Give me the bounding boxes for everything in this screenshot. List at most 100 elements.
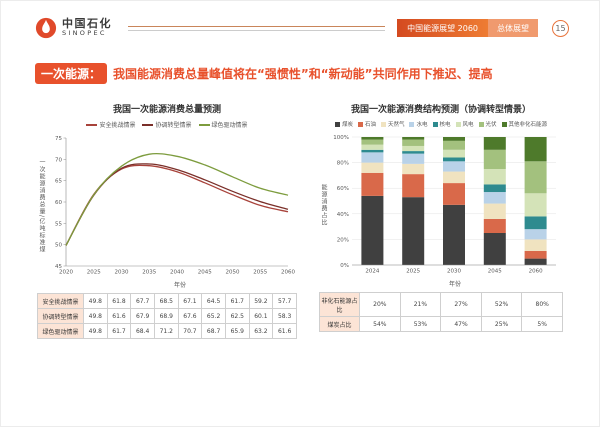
legend-label: 核电: [439, 122, 451, 128]
logo-name-cn: 中国石化: [62, 16, 112, 30]
svg-text:70: 70: [55, 157, 62, 163]
banner-section: 总体展望: [488, 19, 538, 37]
svg-text:2040: 2040: [170, 270, 184, 276]
legend-item: 风电: [455, 120, 474, 128]
table-row: 煤炭占比 54% 53% 47% 25% 5%: [319, 316, 563, 332]
cell-value: 57.7: [272, 293, 297, 309]
logo-name-en: SINOPEC: [62, 29, 107, 38]
legend-swatch: [142, 123, 154, 126]
cell-value: 59.2: [248, 293, 274, 309]
table-row: 安全挑战情景 49.8 61.8 67.7 68.5 67.1 64.5 61.7 59.2 57…: [37, 293, 297, 309]
legend-label: 绿色驱动情景: [211, 122, 248, 129]
header-banner: 中国能源展望 2060 总体展望: [397, 19, 538, 37]
legend-label: 其他非化石能源: [508, 122, 548, 128]
legend-item: 煤炭: [334, 120, 353, 128]
decorative-line-top: [128, 25, 386, 27]
legend-label: 光伏: [485, 122, 497, 128]
table-row: 非化石能源占比 20% 21% 27% 52% 80%: [319, 292, 563, 317]
bar-chart-title: 我国一次能源消费结构预测（协调转型情景）: [350, 105, 531, 115]
cell-value: 63.2: [248, 323, 274, 339]
svg-text:2055: 2055: [253, 270, 267, 276]
page-title: 我国能源消费总量峰值将在“强惯性”和“新动能”共同作用下推迟、提高: [113, 67, 493, 81]
cell-value: 65.2: [201, 308, 226, 324]
total-consumption-panel: 我国一次能源消费总量预测 安全挑战情景 协调转型情景 绿色驱动情景 一次能源消费总量…: [37, 102, 297, 339]
bar-chart-y-axis-label: 能源消费占比: [320, 184, 327, 226]
line-chart-area: 一次能源消费总量/亿吨标准煤 45 50 55 60 65 70 75 2020 2025 203…: [37, 132, 297, 280]
sinopec-logo: 中国石化 SINOPEC: [35, 17, 112, 39]
row-label: 非化石能源占比: [319, 292, 360, 317]
content: 我国一次能源消费总量预测 安全挑战情景 协调转型情景 绿色驱动情景 一次能源消费总量…: [1, 102, 599, 339]
svg-text:2060: 2060: [281, 270, 295, 276]
cell-value: 62.5: [224, 308, 250, 324]
legend-label: 协调转型情景: [155, 122, 192, 129]
stacked-bar-chart: 0% 20% 40% 60% 80% 100% 2024 2025 2030 2045 2060: [333, 135, 556, 275]
line-chart-title: 我国一次能源消费总量预测: [112, 105, 221, 115]
line-chart: 45 50 55 60 65 70 75 2020 2025 2030 2035 2040 2045 20…: [55, 136, 295, 276]
cell-value: 68.9: [153, 308, 179, 324]
svg-text:2025: 2025: [87, 270, 101, 276]
table-row: 绿色驱动情景 49.8 61.7 68.4 71.2 70.7 68.7 65.9 63.2 61…: [37, 323, 297, 339]
legend-item: 石油: [357, 120, 376, 128]
legend-swatch: [380, 121, 386, 127]
line-chart-legend: 安全挑战情景 协调转型情景 绿色驱动情景: [37, 120, 297, 129]
cell-value: 68.5: [153, 293, 179, 309]
cell-value: 67.6: [177, 308, 203, 324]
cell-value: 47%: [440, 316, 482, 332]
header: 中国石化 SINOPEC 中国能源展望 2060 总体展望 15: [1, 1, 599, 39]
legend-item: 其他非化石能源: [501, 120, 548, 128]
svg-text:2035: 2035: [142, 270, 156, 276]
cell-value: 61.7: [106, 323, 132, 339]
cell-value: 80%: [521, 292, 563, 317]
svg-text:0%: 0%: [340, 263, 349, 269]
legend-swatch: [357, 121, 363, 127]
cell-value: 70.7: [177, 323, 203, 339]
legend-item: 水电: [409, 120, 428, 128]
legend-label: 安全挑战情景: [99, 122, 136, 129]
svg-text:2025: 2025: [406, 269, 420, 275]
cell-value: 54%: [359, 316, 401, 332]
bar-chart-x-axis-label: 年份: [448, 281, 461, 288]
svg-text:75: 75: [55, 136, 62, 142]
legend-swatch: [455, 121, 461, 127]
cell-value: 52%: [480, 292, 523, 317]
cell-value: 25%: [480, 316, 523, 332]
cell-value: 20%: [359, 292, 401, 317]
structure-panel: 我国一次能源消费结构预测（协调转型情景） 煤炭 石油 天然气 水电 核电 风电 光伏 其他非化…: [319, 102, 563, 339]
legend-item: 安全挑战情景: [86, 120, 135, 129]
cell-value: 61.6: [272, 323, 297, 339]
legend-item: 天然气: [380, 120, 404, 128]
legend-swatch: [478, 121, 484, 127]
legend-swatch: [409, 121, 415, 127]
cell-value: 64.5: [201, 293, 226, 309]
cell-value: 60.1: [248, 308, 274, 324]
table-row: 协调转型情景 49.8 61.6 67.9 68.9 67.6 65.2 62.5 60.1 58…: [37, 308, 297, 324]
decorative-lines: [128, 25, 386, 31]
row-label: 安全挑战情景: [37, 293, 84, 309]
svg-text:60: 60: [55, 200, 62, 206]
svg-text:80%: 80%: [337, 161, 349, 167]
bar-chart-area: 能源消费占比 0% 20% 40% 60% 80% 100% 2024 2025 2030 204…: [319, 131, 563, 279]
svg-text:2050: 2050: [226, 270, 240, 276]
cell-value: 61.6: [106, 308, 132, 324]
svg-text:65: 65: [55, 179, 62, 185]
legend-swatch: [432, 121, 438, 127]
cell-value: 49.8: [83, 293, 108, 309]
cell-value: 61.8: [106, 293, 132, 309]
legend-item: 光伏: [478, 120, 497, 128]
cell-value: 67.1: [177, 293, 203, 309]
headline: 一次能源： 我国能源消费总量峰值将在“强惯性”和“新动能”共同作用下推迟、提高: [1, 63, 599, 84]
svg-text:2024: 2024: [365, 269, 379, 275]
svg-text:2060: 2060: [529, 269, 543, 275]
sinopec-logo-icon: [35, 17, 57, 39]
svg-text:2020: 2020: [59, 270, 73, 276]
svg-text:2030: 2030: [115, 270, 129, 276]
legend-label: 煤炭: [341, 122, 353, 128]
banner-title: 中国能源展望 2060: [397, 19, 488, 37]
svg-text:40%: 40%: [337, 212, 349, 218]
logo-text: 中国石化 SINOPEC: [62, 16, 112, 38]
structure-data-table: 非化石能源占比 20% 21% 27% 52% 80% 煤炭占比 54% 53% 47% 25% 5%: [319, 292, 563, 332]
cell-value: 49.8: [83, 323, 108, 339]
bar-chart-legend: 煤炭 石油 天然气 水电 核电 风电 光伏 其他非化石能源: [319, 120, 563, 128]
cell-value: 61.7: [224, 293, 250, 309]
cell-value: 21%: [399, 292, 442, 317]
